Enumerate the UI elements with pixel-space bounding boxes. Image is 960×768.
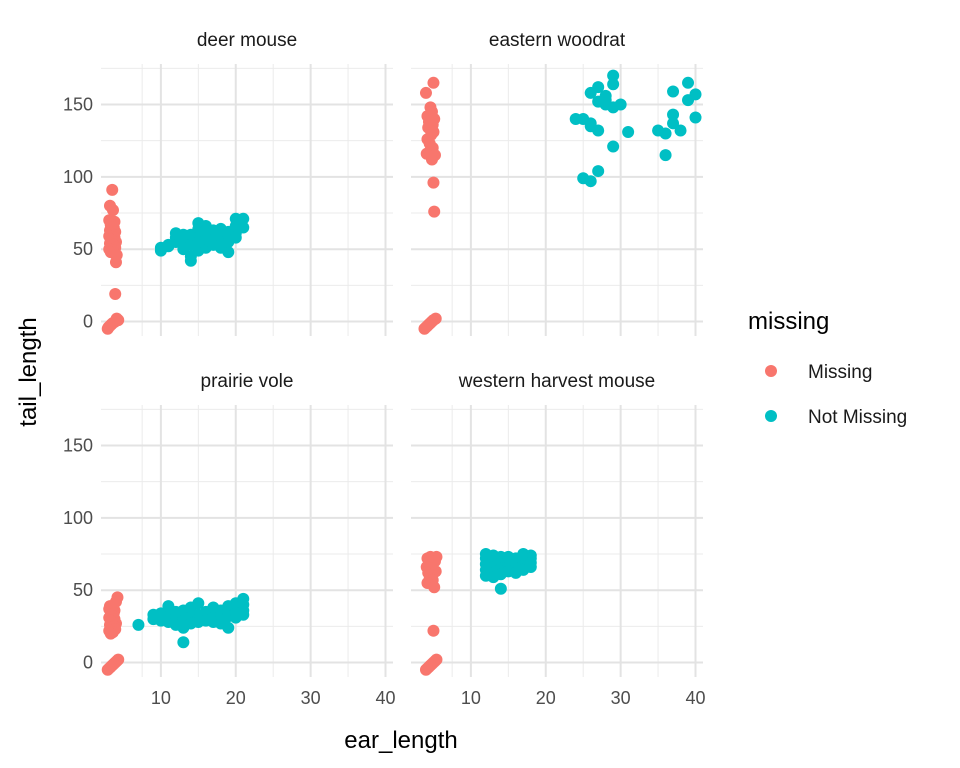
data-point [101, 663, 114, 676]
series-missing [101, 591, 125, 676]
facet-strip-title: prairie vole [201, 371, 294, 392]
facet-strip-title: western harvest mouse [458, 371, 655, 392]
data-point [584, 175, 597, 188]
data-point [101, 322, 114, 335]
panel-eastern-woodrat: eastern woodrat [411, 30, 703, 336]
x-tick-label: 40 [375, 688, 395, 708]
y-tick-label: 100 [63, 508, 93, 528]
data-point [132, 618, 145, 631]
data-point [237, 212, 250, 225]
data-point [427, 624, 440, 637]
facet-strip-title: eastern woodrat [489, 30, 626, 51]
series-not-missing [154, 212, 250, 267]
data-point [428, 581, 441, 594]
data-point [689, 111, 702, 124]
facet-strip-title: deer mouse [197, 30, 297, 51]
series-not-missing [569, 69, 702, 188]
data-point [584, 120, 597, 133]
x-tick-label: 10 [151, 688, 171, 708]
x-tick-label: 20 [226, 688, 246, 708]
data-point [592, 81, 605, 94]
x-tick-label: 30 [611, 688, 631, 708]
data-point [419, 663, 432, 676]
data-point [607, 69, 620, 82]
data-point [106, 204, 119, 217]
y-tick-label: 50 [73, 239, 93, 259]
data-point [192, 235, 205, 248]
data-point [104, 627, 117, 640]
data-point [229, 231, 242, 244]
data-point [214, 238, 227, 251]
data-point [427, 176, 440, 189]
series-not-missing [479, 548, 537, 595]
data-point [428, 205, 441, 218]
legend: missing Missing Not Missing [748, 308, 907, 428]
series-missing [101, 183, 125, 335]
data-point [667, 85, 680, 98]
panel-prairie-vole: prairie vole 0 50 100 150 10 20 30 40 [63, 371, 396, 708]
x-tick-label: 30 [301, 688, 321, 708]
y-tick-label: 150 [63, 95, 93, 115]
data-point [599, 94, 612, 107]
data-point [667, 108, 680, 121]
data-point [682, 76, 695, 89]
legend-label-missing: Missing [808, 362, 872, 383]
y-tick-label: 0 [83, 312, 93, 332]
legend-key-missing [765, 365, 777, 377]
series-missing [419, 550, 443, 676]
y-tick-label: 50 [73, 580, 93, 600]
panel-western-harvest-mouse: western harvest mouse 10 20 30 40 [411, 371, 706, 708]
data-point [592, 165, 605, 178]
data-point [109, 288, 122, 301]
data-point [622, 126, 635, 138]
data-point [184, 254, 197, 267]
x-tick-label: 20 [536, 688, 556, 708]
data-point [425, 153, 438, 166]
data-point [419, 86, 432, 99]
series-missing [418, 76, 442, 335]
data-point [667, 117, 680, 130]
data-point [689, 88, 702, 101]
x-axis-title: ear_length [344, 727, 457, 754]
data-point [199, 224, 212, 237]
data-point [427, 76, 440, 89]
data-point [237, 221, 250, 234]
legend-label-not-missing: Not Missing [808, 407, 907, 428]
data-point [106, 183, 119, 196]
data-point [169, 227, 182, 240]
data-point [614, 98, 627, 111]
data-point [177, 636, 190, 649]
data-point [659, 149, 672, 162]
data-point [109, 595, 122, 608]
y-tick-label: 150 [63, 436, 93, 456]
y-axis-title: tail_length [15, 317, 42, 426]
data-point [524, 561, 537, 574]
data-point [222, 246, 235, 259]
x-tick-label: 10 [461, 688, 481, 708]
data-point [109, 256, 122, 269]
data-point [494, 582, 507, 595]
data-point [418, 322, 431, 335]
x-tick-label: 40 [685, 688, 705, 708]
data-point [222, 621, 235, 634]
data-point [237, 608, 250, 621]
y-tick-label: 0 [83, 653, 93, 673]
data-point [659, 127, 672, 140]
y-tick-label: 100 [63, 167, 93, 187]
data-point [607, 140, 620, 153]
legend-key-not-missing [765, 410, 777, 422]
panel-deer-mouse: deer mouse 0 50 100 150 [63, 30, 393, 336]
legend-title: missing [748, 308, 829, 335]
data-point [192, 597, 205, 610]
data-point [674, 124, 687, 137]
series-not-missing [132, 592, 250, 649]
data-point [607, 78, 620, 91]
